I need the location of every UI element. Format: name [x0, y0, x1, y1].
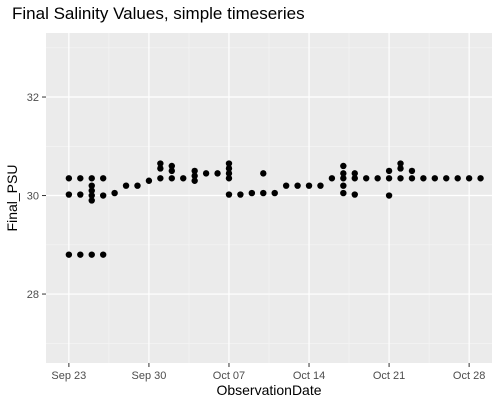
data-point	[397, 165, 404, 172]
data-point	[443, 175, 450, 182]
data-point	[328, 175, 336, 182]
data-point	[180, 175, 187, 182]
data-point	[65, 191, 73, 198]
y-tick-label: 32	[27, 92, 39, 104]
x-axis-title: ObservationDate	[216, 382, 321, 398]
x-tick-label: Oct 07	[213, 370, 245, 382]
x-tick-label: Oct 21	[373, 370, 405, 382]
data-point	[99, 192, 107, 199]
data-point	[168, 162, 175, 170]
data-point	[65, 175, 73, 182]
x-tick-label: Sep 30	[131, 370, 166, 382]
x-tick-label: Oct 28	[453, 370, 485, 382]
data-point	[225, 165, 233, 172]
data-point	[351, 175, 358, 182]
data-point	[88, 197, 95, 204]
y-tick-label: 28	[27, 289, 39, 301]
data-point	[385, 175, 393, 182]
data-point	[202, 170, 210, 177]
data-point	[88, 251, 95, 258]
data-points	[65, 160, 484, 258]
data-point	[408, 175, 416, 182]
data-point	[65, 251, 73, 258]
data-point	[225, 170, 233, 177]
data-point	[351, 170, 358, 177]
data-point	[77, 251, 84, 258]
minor-gridlines	[46, 33, 492, 363]
data-point	[191, 177, 198, 184]
data-point	[305, 182, 313, 189]
data-point	[225, 160, 233, 167]
data-point	[340, 170, 347, 177]
data-point	[260, 189, 267, 197]
data-point	[225, 175, 233, 182]
data-point	[363, 175, 370, 182]
data-point	[237, 191, 244, 198]
data-point	[317, 182, 324, 189]
x-tick-label: Oct 14	[293, 370, 325, 382]
y-axis-title: Final_PSU	[4, 165, 20, 232]
data-point	[340, 182, 347, 189]
data-point	[385, 192, 393, 199]
data-point	[157, 165, 164, 172]
data-point	[340, 189, 347, 197]
data-point	[477, 175, 484, 182]
data-point	[248, 189, 256, 197]
data-point	[134, 182, 141, 189]
data-point	[374, 175, 381, 182]
data-point	[77, 191, 84, 198]
data-point	[191, 167, 198, 175]
data-point	[122, 182, 130, 189]
x-tick-label: Sep 23	[51, 370, 86, 382]
data-point	[294, 182, 301, 189]
data-point	[88, 187, 95, 194]
data-point	[214, 170, 221, 177]
data-point	[88, 182, 95, 189]
data-point	[191, 172, 198, 180]
data-point	[420, 175, 427, 182]
data-point	[431, 175, 439, 182]
data-point	[99, 175, 107, 182]
data-point	[397, 160, 404, 167]
x-axis-ticks: Sep 23 Sep 30 Oct 07 Oct 14 Oct 21 Oct 28	[51, 363, 485, 382]
data-point	[88, 175, 95, 182]
data-point	[145, 177, 153, 184]
data-point	[340, 175, 347, 182]
data-point	[260, 170, 267, 177]
data-point	[168, 167, 175, 175]
data-point	[88, 192, 95, 199]
data-point	[157, 175, 164, 182]
data-point	[99, 251, 107, 258]
data-point	[454, 175, 461, 182]
data-point	[157, 160, 164, 167]
data-point	[271, 189, 278, 197]
data-point	[340, 162, 347, 170]
y-axis-ticks: 28 30 32	[27, 92, 46, 301]
data-point	[111, 189, 118, 197]
data-point	[465, 175, 473, 182]
data-point	[385, 167, 393, 175]
major-gridlines	[46, 33, 492, 363]
chart-title: Final Salinity Values, simple timeseries	[12, 4, 305, 23]
data-point	[408, 167, 416, 175]
data-point	[168, 175, 175, 182]
data-point	[77, 175, 84, 182]
data-point	[351, 191, 358, 198]
data-point	[225, 191, 233, 198]
y-tick-label: 30	[27, 191, 39, 203]
data-point	[397, 175, 404, 182]
data-point	[282, 182, 290, 189]
